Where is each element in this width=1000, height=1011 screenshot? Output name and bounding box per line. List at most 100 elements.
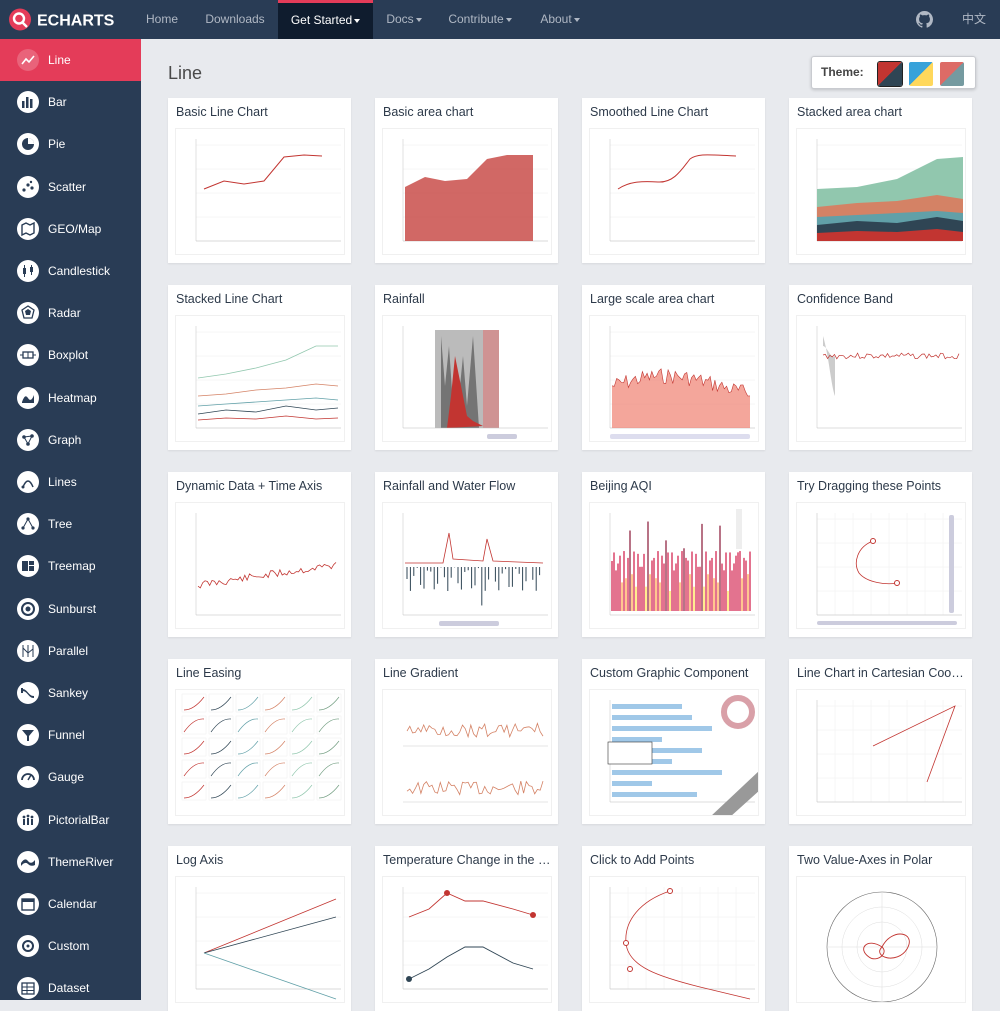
nav-home[interactable]: Home xyxy=(132,0,192,39)
example-card-drag-points[interactable]: Try Dragging these Points xyxy=(789,472,972,637)
sidebar-item-label: Treemap xyxy=(48,559,96,574)
example-card-title[interactable]: Basic area chart xyxy=(383,105,474,119)
example-card-confidence-band[interactable]: Confidence Band xyxy=(789,285,972,450)
nav-about[interactable]: About xyxy=(530,0,590,39)
nav-docs[interactable]: Docs xyxy=(376,0,432,39)
github-icon[interactable] xyxy=(916,11,933,28)
example-card-polar[interactable]: Two Value-Axes in Polar xyxy=(789,846,972,1011)
example-card-title[interactable]: Temperature Change in the Coming Week xyxy=(383,853,553,867)
example-card-basic-area[interactable]: Basic area chart xyxy=(375,98,558,263)
example-card-title[interactable]: Custom Graphic Component xyxy=(590,666,749,680)
example-card-title[interactable]: Rainfall xyxy=(383,292,425,306)
language-switch[interactable]: 中文 xyxy=(962,12,987,26)
sidebar-item-heatmap[interactable]: Heatmap xyxy=(0,377,141,419)
example-card-thumbnail[interactable] xyxy=(175,876,345,1003)
example-card-custom-graphic[interactable]: Custom Graphic Component xyxy=(582,659,765,824)
example-card-large-area[interactable]: Large scale area chart xyxy=(582,285,765,450)
sidebar-item-radar[interactable]: Radar xyxy=(0,292,141,334)
example-card-title[interactable]: Two Value-Axes in Polar xyxy=(797,853,933,867)
example-card-thumbnail[interactable] xyxy=(382,502,552,629)
sidebar-item-themeriver[interactable]: ThemeRiver xyxy=(0,841,141,883)
sidebar-item-sankey[interactable]: Sankey xyxy=(0,672,141,714)
sidebar-item-candlestick[interactable]: Candlestick xyxy=(0,250,141,292)
nav-downloads[interactable]: Downloads xyxy=(195,0,275,39)
example-card-thumbnail[interactable] xyxy=(382,876,552,1003)
example-card-thumbnail[interactable] xyxy=(589,502,759,629)
sidebar-item-custom[interactable]: Custom xyxy=(0,925,141,967)
example-card-title[interactable]: Rainfall and Water Flow xyxy=(383,479,516,493)
example-card-thumbnail[interactable] xyxy=(589,315,759,442)
sidebar-item-calendar[interactable]: Calendar xyxy=(0,883,141,925)
example-card-thumbnail[interactable] xyxy=(382,315,552,442)
sidebar-item-line[interactable]: Line xyxy=(0,39,141,81)
sidebar-item-label: PictorialBar xyxy=(48,812,110,827)
example-card-thumbnail[interactable] xyxy=(796,689,966,816)
example-card-stacked-line[interactable]: Stacked Line Chart xyxy=(168,285,351,450)
example-card-title[interactable]: Log Axis xyxy=(176,853,224,867)
example-card-dynamic-data[interactable]: Dynamic Data + Time Axis xyxy=(168,472,351,637)
example-card-title[interactable]: Dynamic Data + Time Axis xyxy=(176,479,323,493)
example-card-thumbnail[interactable] xyxy=(796,502,966,629)
nav-contribute[interactable]: Contribute xyxy=(440,0,520,39)
sidebar-item-tree[interactable]: Tree xyxy=(0,503,141,545)
sidebar-item-graph[interactable]: Graph xyxy=(0,419,141,461)
example-card-thumbnail[interactable] xyxy=(796,128,966,255)
example-card-thumbnail[interactable] xyxy=(589,876,759,1003)
theme-swatch-dark[interactable] xyxy=(940,62,964,86)
example-card-title[interactable]: Large scale area chart xyxy=(590,292,715,306)
theme-swatch-default[interactable] xyxy=(878,62,902,86)
example-card-title[interactable]: Click to Add Points xyxy=(590,853,695,867)
example-card-title[interactable]: Stacked Line Chart xyxy=(176,292,283,306)
example-card-title[interactable]: Beijing AQI xyxy=(590,479,652,493)
example-card-line-easing[interactable]: Line Easing xyxy=(168,659,351,824)
example-card-temperature[interactable]: Temperature Change in the Coming Week xyxy=(375,846,558,1011)
sidebar-item-funnel[interactable]: Funnel xyxy=(0,714,141,756)
example-card-rainfall-flow[interactable]: Rainfall and Water Flow xyxy=(375,472,558,637)
example-card-title[interactable]: Line Gradient xyxy=(383,666,459,680)
example-card-title[interactable]: Confidence Band xyxy=(797,292,893,306)
sidebar-item-bar[interactable]: Bar xyxy=(0,81,141,123)
example-card-thumbnail[interactable] xyxy=(175,689,345,816)
example-card-thumbnail[interactable] xyxy=(382,128,552,255)
example-card-smoothed-line[interactable]: Smoothed Line Chart xyxy=(582,98,765,263)
example-card-title[interactable]: Smoothed Line Chart xyxy=(590,105,709,119)
caret-down-icon xyxy=(505,17,512,22)
example-card-thumbnail[interactable] xyxy=(796,876,966,1003)
sidebar-item-geo-map[interactable]: GEO/Map xyxy=(0,208,141,250)
sidebar-item-label: Gauge xyxy=(48,770,85,785)
example-card-title[interactable]: Line Easing xyxy=(176,666,242,680)
example-card-title[interactable]: Line Chart in Cartesian Coordinate Syste… xyxy=(797,666,967,680)
sidebar-item-dataset[interactable]: Dataset xyxy=(0,967,141,1009)
sidebar-item-lines[interactable]: Lines xyxy=(0,461,141,503)
example-card-beijing-aqi[interactable]: Beijing AQI xyxy=(582,472,765,637)
example-card-thumbnail[interactable] xyxy=(175,128,345,255)
example-card-basic-line[interactable]: Basic Line Chart xyxy=(168,98,351,263)
sidebar-item-pictorialbar[interactable]: PictorialBar xyxy=(0,799,141,841)
sidebar-item-pie[interactable]: Pie xyxy=(0,123,141,165)
example-card-line-gradient[interactable]: Line Gradient xyxy=(375,659,558,824)
nav-get-started[interactable]: Get Started xyxy=(278,0,373,39)
nav-get-started-label: Get Started xyxy=(290,13,353,27)
sidebar-item-scatter[interactable]: Scatter xyxy=(0,166,141,208)
example-card-title[interactable]: Basic Line Chart xyxy=(176,105,268,119)
theme-swatch-light[interactable] xyxy=(909,62,933,86)
sidebar-item-sunburst[interactable]: Sunburst xyxy=(0,588,141,630)
example-card-thumbnail[interactable] xyxy=(589,689,759,816)
example-card-title[interactable]: Stacked area chart xyxy=(797,105,902,119)
example-card-thumbnail[interactable] xyxy=(589,128,759,255)
example-card-click-add[interactable]: Click to Add Points xyxy=(582,846,765,1011)
example-card-title[interactable]: Try Dragging these Points xyxy=(797,479,942,493)
example-card-thumbnail[interactable] xyxy=(175,502,345,629)
sidebar-item-gauge[interactable]: Gauge xyxy=(0,756,141,798)
sidebar-item-treemap[interactable]: Treemap xyxy=(0,545,141,587)
sidebar-item-boxplot[interactable]: Boxplot xyxy=(0,334,141,376)
example-card-log-axis[interactable]: Log Axis xyxy=(168,846,351,1011)
example-card-thumbnail[interactable] xyxy=(175,315,345,442)
sidebar-item-parallel[interactable]: Parallel xyxy=(0,630,141,672)
example-card-thumbnail[interactable] xyxy=(796,315,966,442)
example-card-rainfall[interactable]: Rainfall xyxy=(375,285,558,450)
example-card-stacked-area[interactable]: Stacked area chart xyxy=(789,98,972,263)
echarts-logo[interactable]: ECHARTS xyxy=(8,7,124,32)
example-card-thumbnail[interactable] xyxy=(382,689,552,816)
example-card-cartesian[interactable]: Line Chart in Cartesian Coordinate Syste… xyxy=(789,659,972,824)
